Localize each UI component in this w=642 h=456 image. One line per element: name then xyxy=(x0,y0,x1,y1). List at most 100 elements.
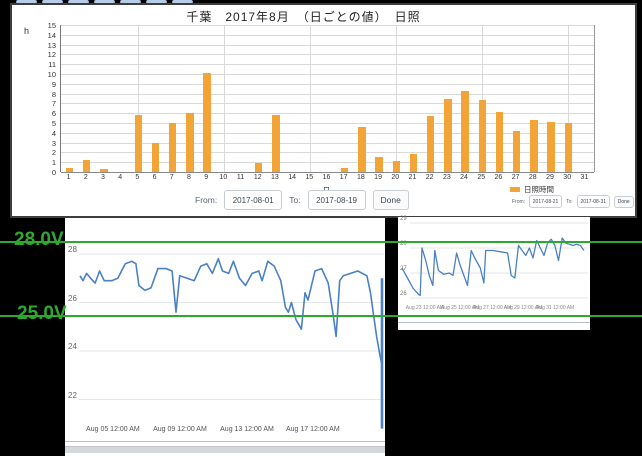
x-tick-label: 5 xyxy=(135,174,140,181)
x-tick-label: Aug 23 12:00 AM xyxy=(405,305,445,311)
gridline xyxy=(61,64,594,66)
x-tick-label: 24 xyxy=(460,174,468,181)
x-tick-label: 23 xyxy=(442,174,451,181)
x-tick-label: 10 xyxy=(219,174,228,181)
y-tick-label: 12 xyxy=(47,50,56,60)
x-tick-label: Aug 13 12:00 AM xyxy=(220,426,274,433)
done-button[interactable]: Done xyxy=(372,190,409,210)
threshold-label-28v: 28.0V xyxy=(14,229,64,250)
gridline xyxy=(61,123,594,124)
y-tick-label: 6 xyxy=(51,109,56,119)
bar-day-28 xyxy=(530,120,538,172)
y-tick-label: 0 xyxy=(51,168,56,177)
bar-day-3 xyxy=(100,169,108,172)
y-tick-label: 28 xyxy=(68,245,77,254)
legend-swatch-icon xyxy=(510,187,520,192)
x-tick-label: 8 xyxy=(186,174,191,181)
threshold-line-28v xyxy=(0,241,642,243)
line-plot xyxy=(401,222,588,299)
y-tick-label: 10 xyxy=(47,70,56,79)
gridline xyxy=(61,44,594,46)
voltage-line-chart-main: 28 26 24 22 Aug 05 12:00 AM Aug 09 12:00 AM Au… xyxy=(65,218,385,456)
horizontal-scrollbar[interactable] xyxy=(65,446,385,453)
from-date-input[interactable] xyxy=(224,190,283,210)
gridline xyxy=(61,83,594,85)
gridline xyxy=(61,172,594,173)
x-tick-label: Aug 31 12:00 AM xyxy=(535,305,575,311)
x-tick-label: 21 xyxy=(408,174,417,181)
y-axis-unit-label: h xyxy=(24,26,30,36)
y-tick-label: 22 xyxy=(68,390,77,400)
to-date-input[interactable] xyxy=(307,190,366,210)
from-label: From: xyxy=(512,198,526,205)
gridline xyxy=(568,25,570,172)
voltage-line-chart-small: 29 28 27 26 Aug 23 12:00 AM Aug 25 12:00 AM Au… xyxy=(398,216,590,330)
bar-day-12 xyxy=(255,163,263,172)
gridline xyxy=(482,25,484,172)
bar-day-1 xyxy=(65,168,74,172)
threshold-line-25v xyxy=(0,315,642,317)
gridline xyxy=(224,25,226,172)
bar-day-5 xyxy=(134,115,143,172)
x-tick-label: 29 xyxy=(546,174,554,181)
date-range-control-main: From: To: Done xyxy=(195,190,409,210)
y-tick-label: 8 xyxy=(51,89,56,99)
bar-day-25 xyxy=(478,100,486,172)
y-tick-label: 9 xyxy=(51,79,56,89)
y-tick-label: 26 xyxy=(400,291,407,297)
to-date-input[interactable] xyxy=(576,195,610,208)
to-label: To: xyxy=(566,198,573,205)
x-tick-label: 30 xyxy=(563,174,572,181)
y-tick-label: 29 xyxy=(400,216,407,222)
bar-day-23 xyxy=(444,99,452,172)
bar-day-26 xyxy=(495,112,504,172)
x-tick-label: 7 xyxy=(169,174,174,181)
bar-x-axis-labels: 1 2 3 4 5 6 7 8 9 10 11 12 13 14 15 16 17 18 19 20 21 22 23 24 2… xyxy=(60,174,593,184)
gridline xyxy=(61,162,594,164)
x-tick-label: 25 xyxy=(477,174,486,181)
y-tick-label: 14 xyxy=(47,30,56,40)
bar-plot-area xyxy=(60,25,595,173)
x-tick-label: 14 xyxy=(288,174,296,181)
x-axis-line xyxy=(65,441,385,442)
y-tick-label: 28 xyxy=(400,241,407,247)
done-button[interactable]: Done xyxy=(613,195,634,208)
bar-day-21 xyxy=(409,154,418,172)
x-tick-label: Aug 29 12:00 AM xyxy=(503,305,543,311)
gridline xyxy=(61,74,594,75)
x-tick-label: Aug 17 12:00 AM xyxy=(285,426,340,433)
x-tick-label: 1 xyxy=(66,174,71,181)
y-tick-label: 7 xyxy=(51,99,56,109)
chart-title: 千葉 2017年8月 （日ごとの値） 日照 xyxy=(186,10,421,24)
bar-day-22 xyxy=(426,116,435,172)
x-tick-label: 2 xyxy=(83,174,88,181)
x-tick-label: 20 xyxy=(391,174,400,181)
gridline xyxy=(61,113,594,115)
gridline xyxy=(61,54,594,56)
bar-day-6 xyxy=(151,142,160,172)
from-date-input[interactable] xyxy=(529,195,563,208)
bar-day-13 xyxy=(272,115,280,172)
bar-day-17 xyxy=(340,168,349,172)
x-tick-label: Aug 25 12:00 AM xyxy=(440,305,480,311)
x-tick-label: 19 xyxy=(374,174,382,181)
gridline xyxy=(61,93,594,95)
y-tick-label: 2 xyxy=(51,148,56,158)
x-tick-label: Aug 09 12:00 AM xyxy=(153,426,207,433)
x-tick-label: Aug 05 12:00 AM xyxy=(86,426,140,433)
bar-day-8 xyxy=(186,113,194,172)
bar-day-9 xyxy=(203,73,211,172)
gridline xyxy=(310,25,312,172)
gridline xyxy=(61,103,594,105)
threshold-label-25v: 25.0V xyxy=(17,303,67,324)
y-tick-label: 26 xyxy=(68,293,77,303)
y-tick-label: 27 xyxy=(400,266,407,272)
x-tick-label: 28 xyxy=(528,174,537,181)
bar-day-24 xyxy=(461,90,469,172)
x-tick-label: 18 xyxy=(356,174,365,181)
from-label: From: xyxy=(195,195,218,205)
bar-y-axis-labels: 0 1 2 3 4 5 6 7 8 9 10 11 12 13 14 15 xyxy=(32,21,56,177)
x-tick-label: 15 xyxy=(305,174,314,181)
x-tick-label: 17 xyxy=(339,174,348,181)
to-label: To: xyxy=(289,195,301,205)
